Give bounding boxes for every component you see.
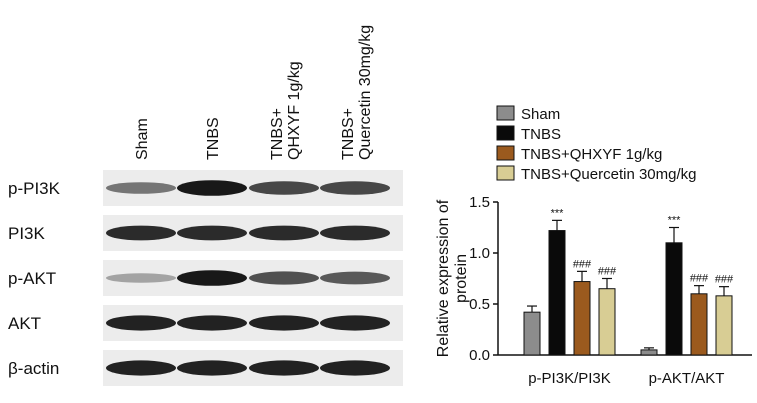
legend-swatch bbox=[496, 145, 515, 161]
y-axis-title: protein bbox=[453, 254, 470, 303]
blot-band bbox=[320, 315, 390, 331]
significance-label: *** bbox=[668, 215, 682, 227]
blot-band bbox=[320, 360, 390, 376]
legend-swatch bbox=[496, 125, 515, 141]
legend-label: TNBS+QHXYF 1g/kg bbox=[521, 146, 662, 163]
blot-band bbox=[106, 273, 176, 283]
blot-band bbox=[106, 360, 176, 376]
blot-band bbox=[320, 271, 390, 285]
bar bbox=[598, 288, 616, 356]
y-tick-label: 1.5 bbox=[469, 194, 490, 211]
blot-band bbox=[249, 315, 319, 331]
bar bbox=[715, 295, 733, 356]
bar-chart: Sham TNBS TNBS+QHXYF 1g/kg TNBS+Quercetin 3… bbox=[435, 105, 752, 387]
y-tick-label: 0.0 bbox=[469, 347, 490, 364]
blot-band bbox=[106, 315, 176, 331]
bar bbox=[690, 293, 708, 356]
legend-label: TNBS bbox=[521, 126, 561, 143]
legend-swatch bbox=[496, 105, 515, 121]
legend-swatch bbox=[496, 165, 515, 181]
blot-band bbox=[249, 360, 319, 376]
protein-label: p-PI3K bbox=[8, 179, 61, 198]
blot-band bbox=[177, 360, 247, 376]
y-axis-title: Relative expression of bbox=[435, 199, 452, 357]
significance-label: ### bbox=[598, 266, 617, 278]
legend-label: Sham bbox=[521, 106, 560, 123]
blot-band bbox=[177, 315, 247, 331]
blot-band bbox=[106, 225, 176, 241]
lane-label: Sham bbox=[134, 118, 151, 160]
blot-band bbox=[249, 225, 319, 241]
lane-label: Quercetin 30mg/kg bbox=[357, 25, 374, 160]
bar bbox=[548, 230, 566, 356]
lane-label: TNBS+ bbox=[269, 108, 286, 160]
blot-band bbox=[177, 270, 247, 286]
x-category-label: p-AKT/AKT bbox=[649, 370, 725, 387]
protein-label: AKT bbox=[8, 314, 41, 333]
significance-label: ### bbox=[690, 273, 709, 285]
bar bbox=[640, 349, 658, 356]
significance-label: *** bbox=[551, 207, 565, 219]
x-category-label: p-PI3K/PI3K bbox=[528, 370, 611, 387]
bar bbox=[665, 242, 683, 356]
blot-band bbox=[320, 225, 390, 241]
blot-band bbox=[106, 182, 176, 194]
bar bbox=[573, 281, 591, 356]
lane-label: TNBS bbox=[205, 117, 222, 160]
protein-label: β-actin bbox=[8, 359, 59, 378]
bar bbox=[523, 311, 541, 356]
lane-label: TNBS+ bbox=[340, 108, 357, 160]
protein-label: p-AKT bbox=[8, 269, 56, 288]
blot-band bbox=[249, 271, 319, 285]
blot-band bbox=[177, 225, 247, 241]
protein-label: PI3K bbox=[8, 224, 46, 243]
y-tick-label: 1.0 bbox=[469, 245, 490, 262]
blot-band bbox=[177, 180, 247, 196]
blot-band bbox=[249, 181, 319, 195]
western-blot-panel: Sham TNBS TNBS+ QHXYF 1g/kg TNBS+ Quercetin 3… bbox=[8, 25, 403, 386]
lane-label: QHXYF 1g/kg bbox=[286, 61, 303, 160]
significance-label: ### bbox=[715, 274, 734, 286]
significance-label: ### bbox=[573, 258, 592, 270]
y-tick-label: 0.5 bbox=[469, 296, 490, 313]
blot-band bbox=[320, 181, 390, 195]
legend-label: TNBS+Quercetin 30mg/kg bbox=[521, 166, 697, 183]
